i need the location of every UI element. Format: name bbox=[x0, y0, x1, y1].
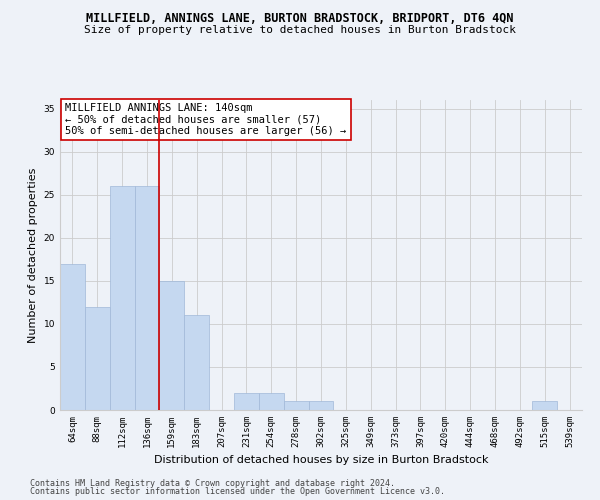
Text: MILLFIELD, ANNINGS LANE, BURTON BRADSTOCK, BRIDPORT, DT6 4QN: MILLFIELD, ANNINGS LANE, BURTON BRADSTOC… bbox=[86, 12, 514, 26]
X-axis label: Distribution of detached houses by size in Burton Bradstock: Distribution of detached houses by size … bbox=[154, 456, 488, 466]
Bar bbox=[110, 186, 134, 410]
Text: Contains public sector information licensed under the Open Government Licence v3: Contains public sector information licen… bbox=[30, 487, 445, 496]
Bar bbox=[234, 393, 259, 410]
Bar bbox=[308, 402, 334, 410]
Bar bbox=[259, 393, 284, 410]
Bar bbox=[532, 402, 557, 410]
Text: MILLFIELD ANNINGS LANE: 140sqm
← 50% of detached houses are smaller (57)
50% of : MILLFIELD ANNINGS LANE: 140sqm ← 50% of … bbox=[65, 103, 346, 136]
Text: Contains HM Land Registry data © Crown copyright and database right 2024.: Contains HM Land Registry data © Crown c… bbox=[30, 478, 395, 488]
Bar bbox=[134, 186, 160, 410]
Text: Size of property relative to detached houses in Burton Bradstock: Size of property relative to detached ho… bbox=[84, 25, 516, 35]
Bar bbox=[184, 316, 209, 410]
Bar bbox=[60, 264, 85, 410]
Bar bbox=[284, 402, 308, 410]
Y-axis label: Number of detached properties: Number of detached properties bbox=[28, 168, 38, 342]
Bar bbox=[160, 281, 184, 410]
Bar bbox=[85, 306, 110, 410]
